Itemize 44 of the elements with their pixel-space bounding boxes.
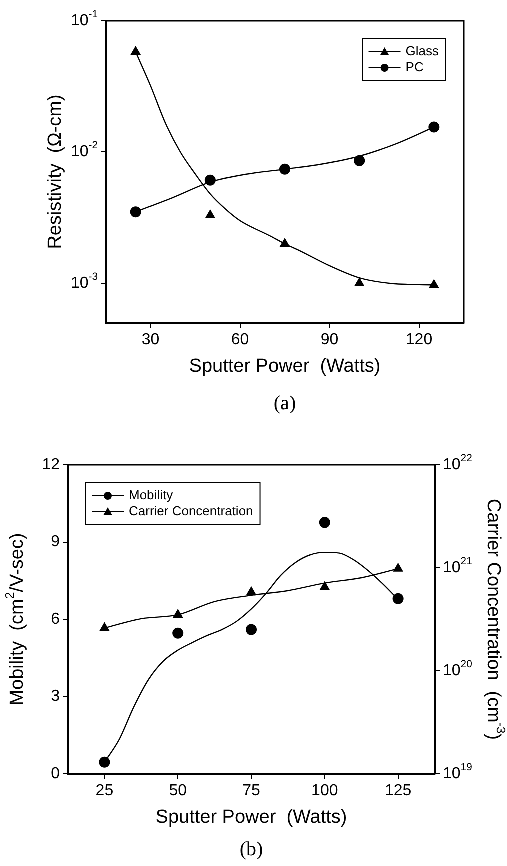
point	[280, 164, 290, 175]
point	[204, 174, 216, 186]
x-axis-title: Sputter Power (Watts)	[156, 807, 348, 828]
text: (b)	[240, 838, 264, 860]
y-tick-label: 12	[42, 456, 60, 474]
point	[392, 593, 404, 604]
y-tick-label: 0	[51, 765, 60, 782]
point	[100, 622, 110, 632]
x-tick-label: 75	[242, 782, 260, 800]
point	[428, 122, 440, 133]
point	[393, 563, 404, 572]
point	[280, 238, 290, 247]
legend-label: Carrier Concentration	[129, 504, 254, 519]
point	[99, 756, 110, 768]
x-tick-label: 25	[96, 782, 114, 800]
x-tick-label: 30	[142, 331, 160, 348]
point	[246, 586, 256, 596]
point	[246, 624, 257, 636]
point	[173, 609, 183, 618]
legend-label: Glass	[406, 44, 440, 59]
x-axis-title: Sputter Power (Watts)	[189, 356, 381, 378]
y-tick-label: 6	[51, 610, 60, 628]
x-tick-label: 90	[320, 331, 339, 348]
point	[429, 280, 439, 288]
point	[172, 628, 184, 639]
x-tick-label: 50	[169, 782, 188, 800]
y-tick-label: 3	[51, 688, 60, 706]
x-tick-label: 60	[231, 331, 250, 348]
y-tick-label: 9	[51, 534, 60, 551]
x-tick-label: 100	[312, 782, 338, 800]
y-axis-title: Resistivity (Ω-cm)	[45, 94, 66, 250]
point	[319, 517, 330, 528]
x-tick-label: 125	[384, 782, 412, 800]
legend-label: Mobility	[129, 488, 174, 503]
x-tick-label: 120	[406, 331, 433, 348]
point	[354, 155, 366, 166]
legend-label: PC	[406, 60, 424, 75]
text: (a)	[274, 392, 296, 414]
point	[206, 210, 216, 218]
y-axis-title: Mobility (cm2/V-sec)	[2, 533, 28, 706]
point	[130, 206, 142, 218]
point	[320, 582, 330, 590]
point	[354, 278, 364, 286]
y2-axis-title: Carrier Concentration (cm-3)	[482, 498, 507, 740]
